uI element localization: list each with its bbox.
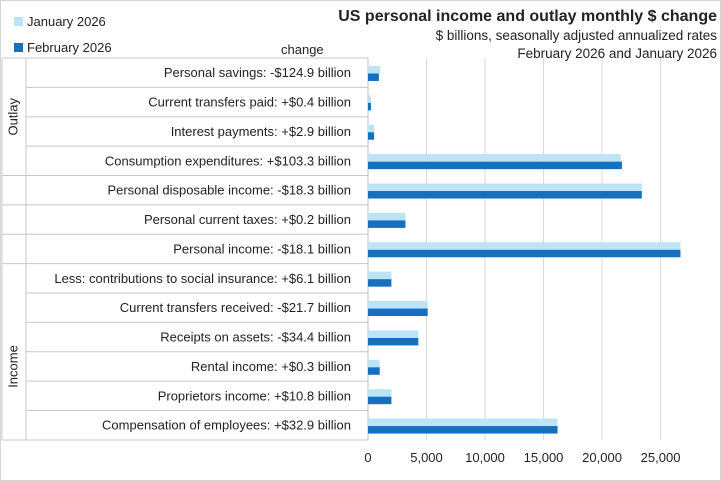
x-tick-label: 10,000 (465, 450, 505, 465)
legend: January 2026 February 2026 (14, 8, 112, 60)
bar-february (368, 132, 375, 140)
bar-february (368, 191, 642, 199)
bar-february (368, 249, 681, 258)
group-label-outlay: Outlay (5, 97, 20, 135)
bar-january (368, 124, 375, 133)
category-label: Current transfers paid: +$0.4 billion (148, 95, 351, 110)
x-tick-label: 15,000 (524, 450, 564, 465)
legend-item-february: February 2026 (14, 34, 112, 60)
title-block: US personal income and outlay monthly $ … (338, 7, 717, 63)
group-label-income: Income (5, 345, 20, 388)
legend-label-february: February 2026 (27, 39, 112, 55)
bar-january (368, 418, 558, 427)
x-tick-label: 25,000 (641, 450, 681, 465)
bar-february (368, 396, 392, 405)
category-label: Receipts on assets: -$34.4 billion (160, 330, 351, 345)
bar-january (368, 212, 406, 221)
legend-label-january: January 2026 (27, 13, 106, 29)
x-tick-label: 0 (364, 450, 371, 465)
legend-swatch-february (14, 42, 23, 52)
bar-february (368, 426, 558, 434)
category-label: Current transfers received: -$21.7 billi… (120, 300, 351, 315)
bar-february (368, 279, 392, 287)
bar-january (368, 389, 392, 397)
bar-january (368, 301, 428, 309)
chart-subtitle-units: $ billions, seasonally adjusted annualiz… (435, 28, 717, 43)
category-label: Consumption expenditures: +$103.3 billio… (105, 153, 351, 168)
bar-february (368, 308, 428, 317)
category-label: Compensation of employees: +$32.9 billio… (102, 418, 351, 433)
bar-february (368, 337, 419, 346)
bar-january (368, 271, 392, 280)
category-column-header: change (281, 42, 324, 57)
category-label: Proprietors income: +$10.8 billion (158, 388, 351, 403)
bar-february (368, 367, 380, 375)
category-label: Interest payments: +$2.9 billion (171, 124, 351, 139)
chart-subtitle-period: February 2026 and January 2026 (517, 46, 717, 61)
category-label: Personal current taxes: +$0.2 billion (144, 212, 351, 227)
bar-february (368, 73, 379, 81)
bar-february (368, 102, 371, 111)
bar-january (368, 183, 642, 192)
bar-january (368, 154, 621, 162)
x-tick-label: 20,000 (582, 450, 622, 465)
category-label: Personal savings: -$124.9 billion (164, 65, 351, 80)
legend-item-january: January 2026 (14, 8, 112, 34)
bar-january (368, 359, 380, 368)
bar-january (368, 66, 381, 74)
bar-january (368, 242, 681, 250)
category-label: Personal income: -$18.1 billion (173, 241, 351, 256)
chart-title: US personal income and outlay monthly $ … (338, 8, 717, 25)
legend-swatch-january (14, 16, 23, 26)
category-label: Personal disposable income: -$18.3 billi… (107, 183, 351, 198)
bar-january (368, 95, 371, 103)
bar-february (368, 161, 622, 170)
bar-february (368, 220, 406, 228)
bar-january (368, 330, 419, 338)
category-label: Less: contributions to social insurance:… (54, 271, 351, 286)
category-label: Rental income: +$0.3 billion (191, 359, 351, 374)
x-tick-label: 5,000 (410, 450, 443, 465)
